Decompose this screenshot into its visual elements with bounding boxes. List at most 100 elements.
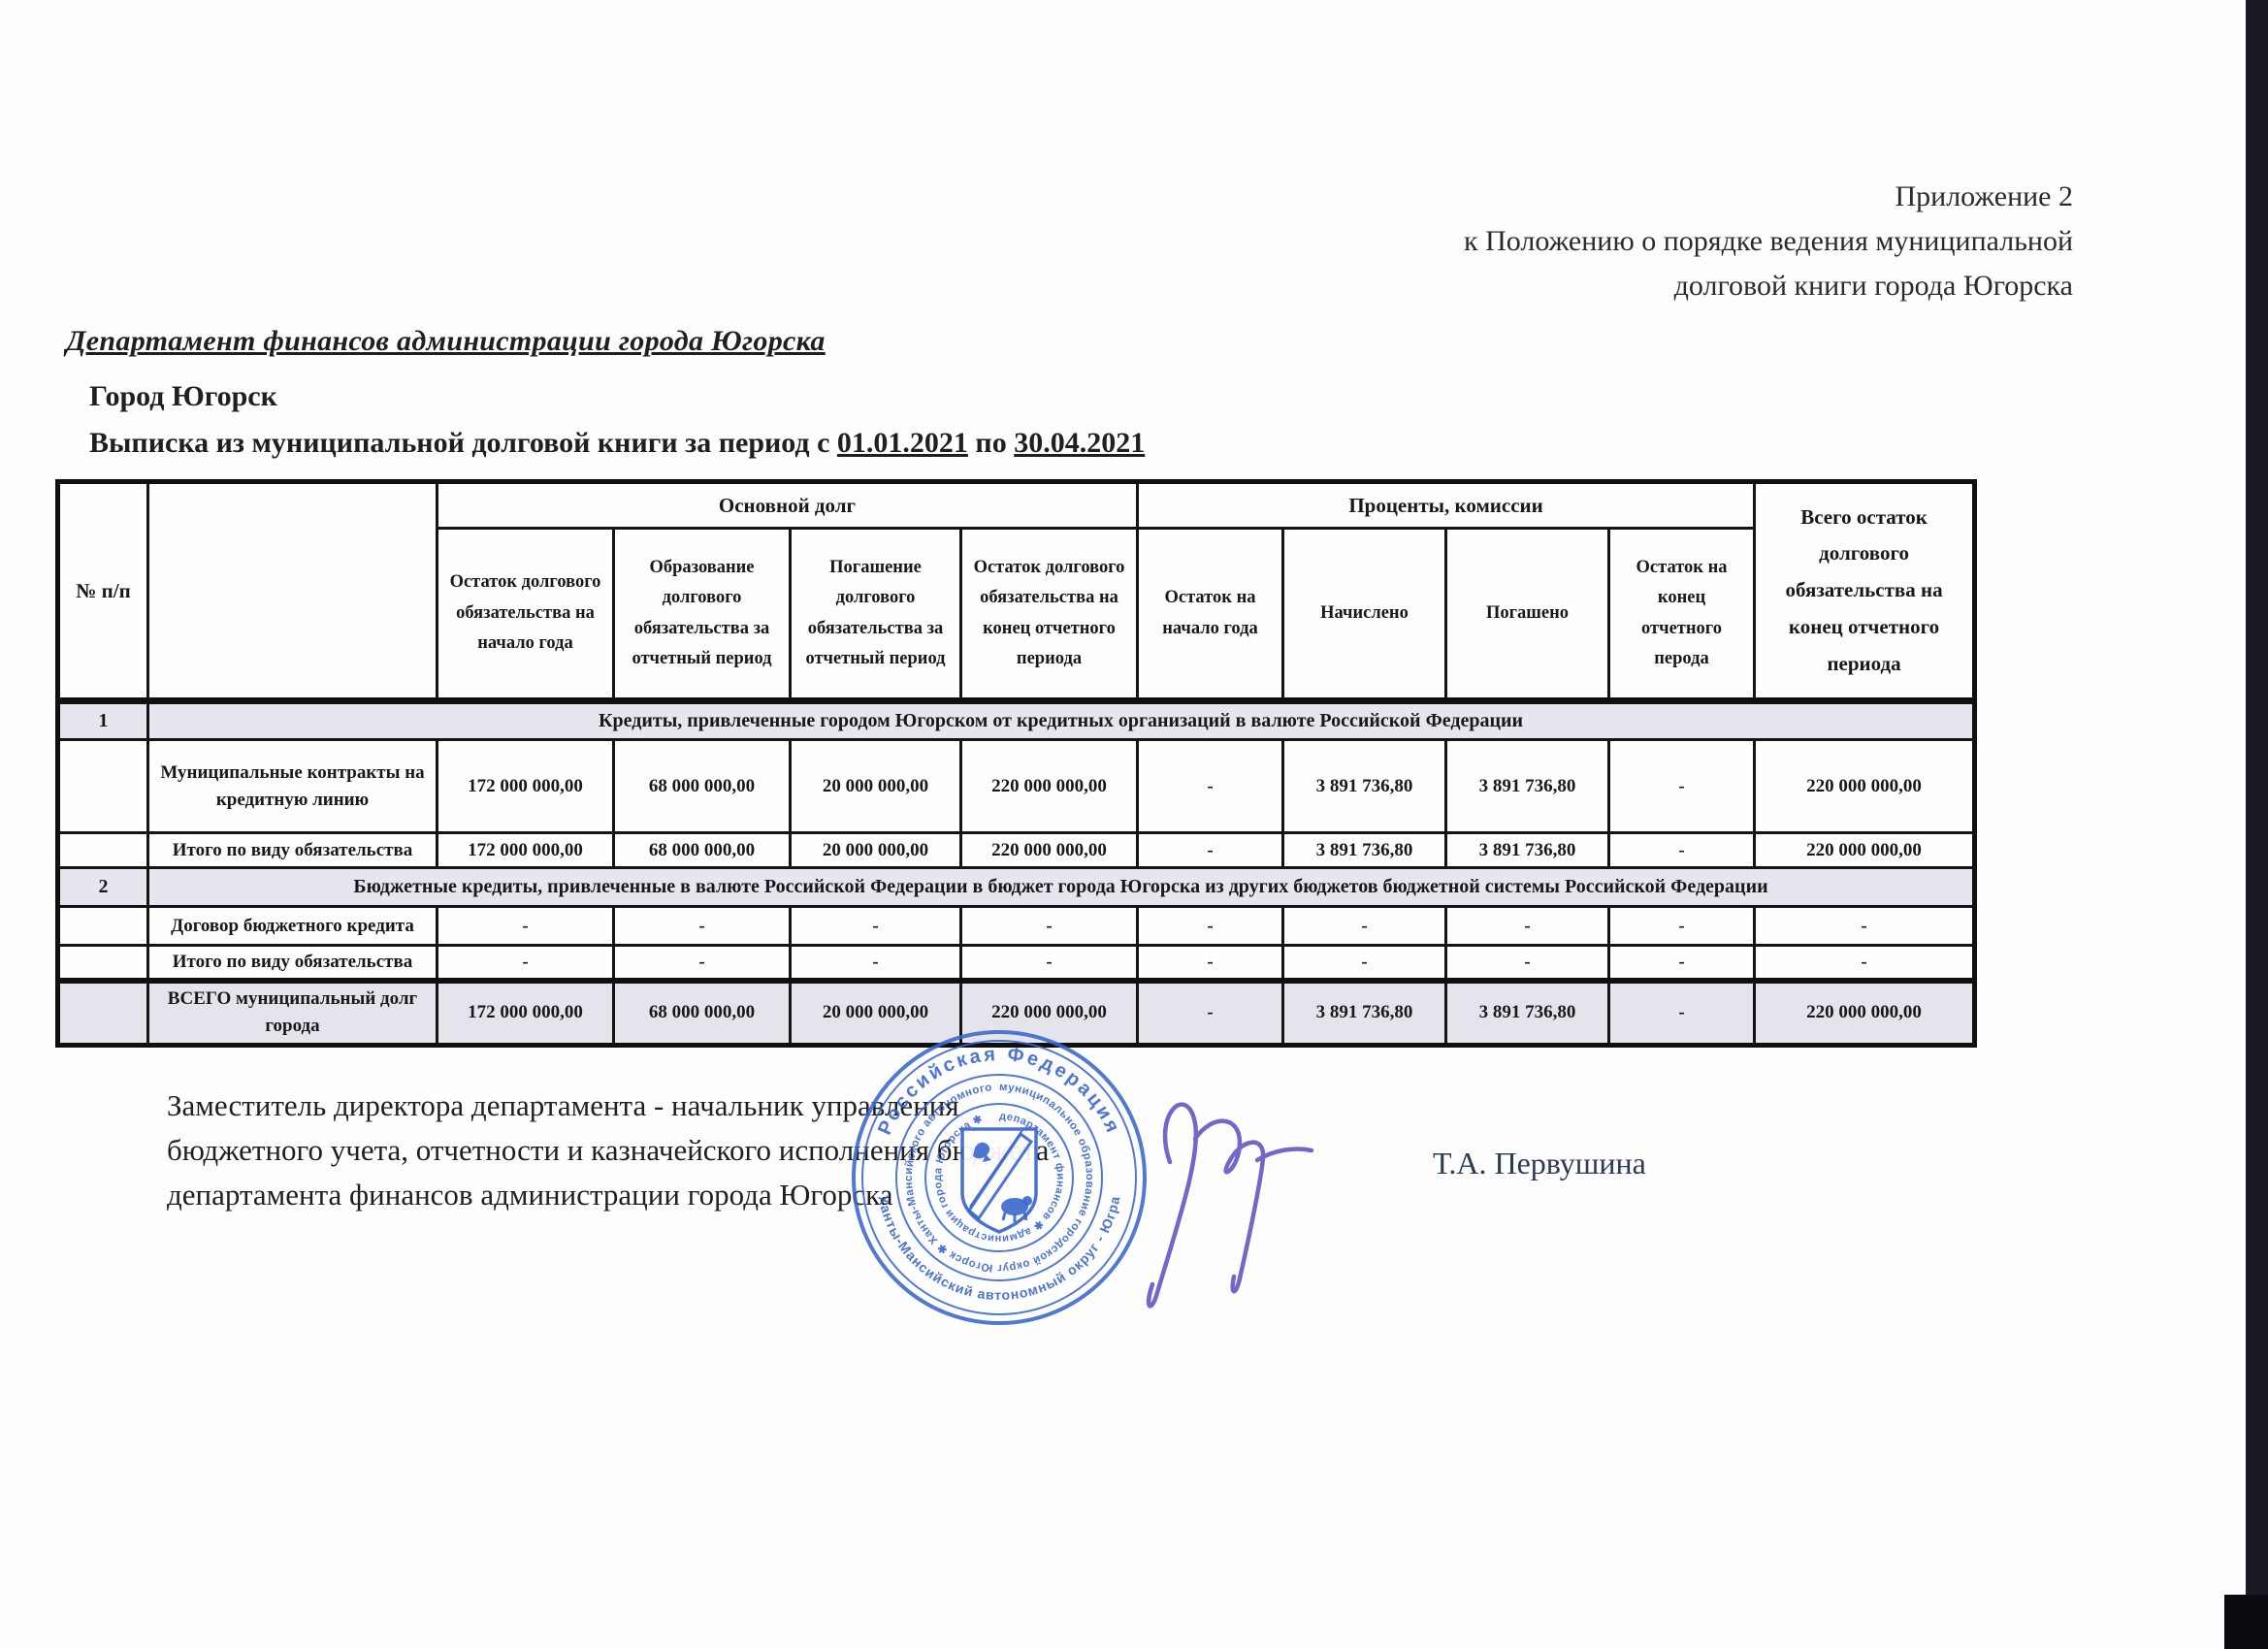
value-cell: 172 000 000,00	[436, 977, 615, 1047]
value-cell: -	[1136, 943, 1284, 983]
col-header: Образование долгового обязательства за о…	[612, 527, 792, 702]
obligation-name: Итого по виду обязательства	[146, 943, 438, 983]
col-header: Погашение долгового обязательства за отч…	[789, 527, 962, 702]
signature-ink	[1146, 1102, 1314, 1309]
value-cell: 220 000 000,00	[959, 831, 1139, 869]
value-cell: 68 000 000,00	[612, 831, 792, 869]
value-cell: 220 000 000,00	[1753, 738, 1977, 834]
row-number-cell	[56, 831, 149, 869]
value-cell: -	[1444, 905, 1610, 947]
value-cell: -	[1136, 738, 1284, 834]
section-number: 1	[56, 697, 149, 741]
value-cell: 3 891 736,80	[1444, 738, 1610, 834]
table-row: Договор бюджетного кредита - - - - - - -…	[56, 905, 1977, 947]
col-header: Погашено	[1444, 527, 1610, 702]
city-heading: Город Югорск	[89, 380, 277, 412]
extract-conjunction: по	[975, 427, 1007, 459]
table-row: Итого по виду обязательства 172 000 000,…	[56, 831, 1977, 869]
group-header-main-debt: Основной долг	[436, 480, 1139, 530]
table-row: Муниципальные контракты на кредитную лин…	[56, 738, 1977, 834]
obligation-name: Договор бюджетного кредита	[146, 905, 438, 947]
value-cell: 3 891 736,80	[1281, 977, 1447, 1047]
section-number: 2	[56, 866, 149, 908]
value-cell: -	[1606, 831, 1757, 869]
col-header: Остаток на начало года	[1136, 527, 1284, 702]
section-row: 2 Бюджетные кредиты, привлеченные в валю…	[56, 866, 1977, 908]
col-header-total: Всего остаток долгового обязательства на…	[1753, 480, 1977, 702]
extract-heading: Выписка из муниципальной долговой книги …	[89, 427, 1145, 460]
value-cell: -	[1136, 905, 1284, 947]
coat-of-arms-icon	[960, 1127, 1038, 1234]
row-number-cell	[56, 738, 149, 834]
value-cell: 20 000 000,00	[789, 831, 962, 869]
department-heading: Департамент финансов администрации город…	[66, 325, 826, 357]
value-cell: -	[612, 943, 792, 983]
row-number-cell	[56, 943, 149, 983]
value-cell: 68 000 000,00	[612, 738, 792, 834]
value-cell: -	[1606, 943, 1757, 983]
value-cell: -	[1136, 977, 1284, 1047]
value-cell: 220 000 000,00	[1753, 977, 1977, 1047]
col-header: Остаток долгового обязательства на начал…	[436, 527, 615, 702]
group-header-interest: Проценты, комиссии	[1135, 480, 1757, 530]
value-cell: 220 000 000,00	[1753, 831, 1977, 869]
value-cell: -	[612, 905, 792, 947]
total-row: ВСЕГО муниципальный долг города 172 000 …	[56, 977, 1977, 1047]
value-cell: 20 000 000,00	[789, 977, 962, 1047]
value-cell: -	[959, 905, 1139, 947]
extract-prefix: Выписка из муниципальной долговой книги …	[89, 427, 830, 459]
value-cell: -	[1444, 943, 1610, 983]
debt-table: № п/п Основной долг Проценты, комиссии В…	[55, 479, 1978, 1048]
value-cell: 3 891 736,80	[1281, 738, 1447, 834]
value-cell: -	[959, 943, 1139, 983]
signatory-title-line: Заместитель директора департамента - нач…	[167, 1088, 959, 1122]
value-cell: -	[1753, 943, 1977, 983]
value-cell: 68 000 000,00	[612, 977, 792, 1047]
value-cell: 3 891 736,80	[1444, 977, 1610, 1047]
table-row: Итого по виду обязательства - - - - - - …	[56, 943, 1977, 983]
period-end-date: 30.04.2021	[1014, 427, 1146, 459]
obligation-name: Итого по виду обязательства	[146, 831, 438, 869]
value-cell: 172 000 000,00	[436, 831, 615, 869]
appendix-line: к Положению о порядке ведения муниципаль…	[1464, 225, 2073, 257]
scan-corner-artifact	[2224, 1595, 2268, 1649]
value-cell: -	[1753, 905, 1977, 947]
col-header-name	[146, 480, 438, 702]
value-cell: 3 891 736,80	[1281, 831, 1447, 869]
row-number-cell	[56, 977, 149, 1047]
row-number-cell	[56, 905, 149, 947]
col-header: Остаток на конец отчетного перода	[1606, 527, 1757, 702]
appendix-note: Приложение 2 к Положению о порядке веден…	[1464, 175, 2073, 308]
value-cell: -	[1136, 831, 1284, 869]
value-cell: 3 891 736,80	[1444, 831, 1610, 869]
signatory-title: Заместитель директора департамента - нач…	[167, 1083, 1049, 1217]
value-cell: 20 000 000,00	[789, 738, 962, 834]
value-cell: 220 000 000,00	[959, 738, 1139, 834]
value-cell: -	[436, 905, 615, 947]
period-start-date: 01.01.2021	[836, 427, 968, 459]
value-cell: -	[1281, 943, 1447, 983]
section-title: Кредиты, привлеченные городом Югорском о…	[146, 697, 1977, 741]
total-row-label: ВСЕГО муниципальный долг города	[146, 977, 438, 1047]
value-cell: -	[1606, 977, 1757, 1047]
official-seal-stamp: Российская Федерация Ханты-Мансийский ав…	[852, 1030, 1147, 1325]
section-row: 1 Кредиты, привлеченные городом Югорском…	[56, 697, 1977, 741]
col-header: Начислено	[1281, 527, 1447, 702]
signatory-name: Т.А. Первушина	[1433, 1146, 1646, 1180]
appendix-line: Приложение 2	[1895, 180, 2073, 212]
signatory-title-line: департамента финансов администрации горо…	[167, 1178, 893, 1212]
value-cell: -	[1606, 738, 1757, 834]
col-header: Остаток долгового обязательства на конец…	[959, 527, 1139, 702]
value-cell: 172 000 000,00	[436, 738, 615, 834]
appendix-line: долговой книги города Югорска	[1673, 270, 2073, 302]
value-cell: -	[436, 943, 615, 983]
col-header-num: № п/п	[56, 480, 149, 702]
scan-edge-artifact	[2246, 0, 2268, 1649]
value-cell: -	[1606, 905, 1757, 947]
value-cell: -	[789, 943, 962, 983]
obligation-name: Муниципальные контракты на кредитную лин…	[146, 738, 438, 834]
section-title: Бюджетные кредиты, привлеченные в валюте…	[146, 866, 1977, 908]
value-cell: -	[789, 905, 962, 947]
signatory-title-line: бюджетного учета, отчетности и казначейс…	[167, 1133, 1050, 1167]
